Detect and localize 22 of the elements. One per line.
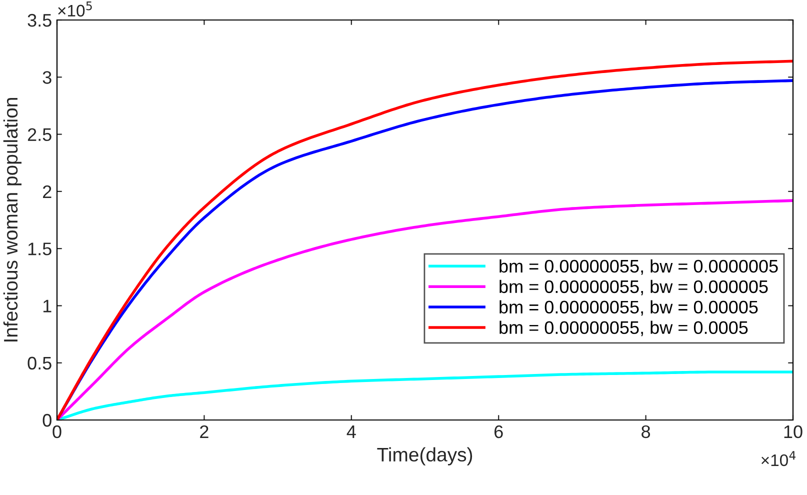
y-tick-label: 1 [43,300,52,312]
y-tick-label: 0 [42,414,52,427]
y-tick-label: 3.5 [28,14,52,27]
legend-label: bm = 0.00000055, bw = 0.0005 [500,320,748,336]
text: ×10$^{4}$ [762,451,796,466]
y-tick-label: 2.5 [28,128,52,142]
text: ×10$^{5}$ [58,2,92,17]
legend-label: bm = 0.00000055, bw = 0.00005 [500,300,758,316]
x-tick-label: 0 [52,425,62,438]
y-tick-label: 2 [43,185,52,198]
x-tick-label: 4 [346,426,356,438]
x-tick-label: 6 [494,425,503,438]
y-axis-title: Infectious woman population [3,98,22,342]
y-tick-label: 3 [42,71,52,84]
y-tick-label: 1.5 [28,242,52,256]
x-axis-title: Time(days) [377,447,472,466]
legend-label: bm = 0.00000055, bw = 0.0000005 [500,259,778,275]
x-tick-label: 2 [200,425,208,438]
x-tick-label: 8 [642,425,650,438]
y-tick-label: 0.5 [28,356,52,370]
legend-label: bm = 0.00000055, bw = 0.000005 [500,280,768,296]
x-tick-label: 10 [784,425,802,438]
